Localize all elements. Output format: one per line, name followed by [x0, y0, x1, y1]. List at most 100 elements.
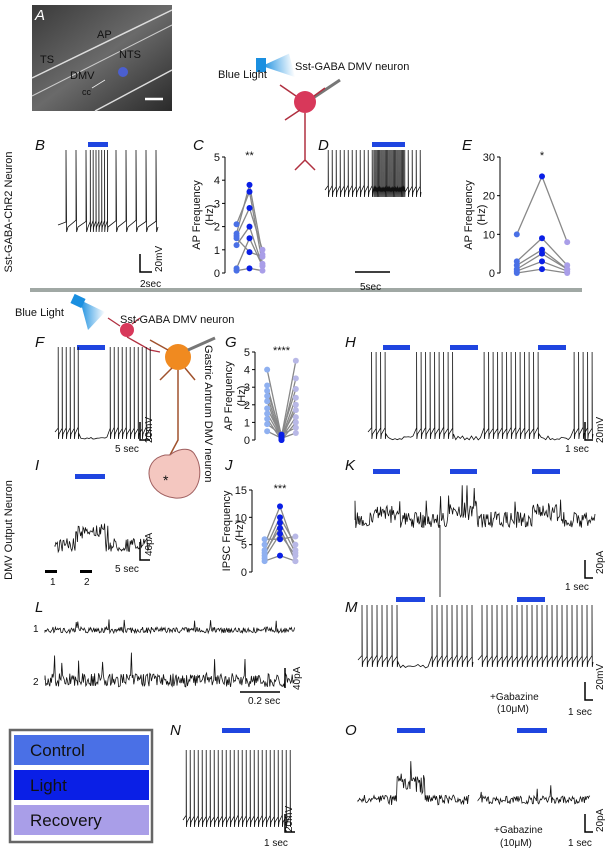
scale-label: 1 sec [568, 838, 592, 849]
trace [477, 604, 594, 668]
annotation: * [540, 150, 545, 162]
light-bar [532, 469, 560, 474]
data-point [292, 414, 299, 421]
image-label: DMV [70, 70, 95, 82]
y-tick-label: 30 [483, 152, 495, 164]
diagram-label: Blue Light [218, 69, 267, 81]
scale-bar [584, 560, 593, 579]
data-point [264, 393, 271, 399]
data-point [564, 270, 571, 276]
light-bar [396, 597, 425, 602]
data-point [564, 239, 571, 246]
panel-label: D [318, 137, 329, 154]
y-axis-label-line: (Hz) [236, 386, 248, 407]
light-bar [372, 142, 405, 147]
legend-label: Control [30, 741, 85, 760]
panel-label: M [345, 599, 358, 616]
data-point [246, 223, 253, 230]
panel-label: I [35, 457, 39, 474]
y-tick-label: 3 [214, 198, 220, 210]
y-axis-label-line: AP Frequency [191, 180, 203, 250]
trace [357, 761, 470, 806]
panel-label: J [224, 457, 233, 474]
light-bar [397, 728, 425, 733]
trace [182, 749, 292, 828]
y-tick-label: 1 [244, 417, 250, 429]
y-axis-label-line: AP Frequency [463, 180, 475, 250]
trace [324, 149, 422, 198]
scale-bar [139, 422, 150, 441]
data-point [259, 253, 266, 260]
scale-label: 1 [33, 624, 39, 635]
data-point [277, 519, 283, 526]
marker [80, 570, 92, 573]
data-point [277, 552, 283, 559]
scale-label: 1 sec [568, 707, 592, 718]
data-point [233, 267, 240, 274]
y-axis-label-line: AP Frequency [223, 361, 235, 431]
scale-label: +Gabazine [490, 692, 539, 703]
data-point [539, 266, 545, 273]
y-tick-label: 0 [241, 567, 247, 579]
y-tick-label: 5 [244, 347, 250, 359]
y-axis-label: AP Frequency(Hz) [223, 361, 248, 431]
data-point [264, 387, 271, 394]
slice-image [31, 5, 173, 112]
divider [30, 288, 582, 292]
light-bar [383, 345, 410, 350]
scale-label: (10μM) [500, 838, 532, 849]
panel-label: O [345, 722, 357, 739]
y-tick-label: 0 [489, 268, 495, 280]
scale-bar [584, 682, 593, 701]
data-point [264, 410, 271, 417]
scale-label: 0.2 sec [248, 696, 280, 707]
light-bar [88, 142, 108, 147]
y-tick-label: 2 [244, 400, 250, 412]
y-tick-label: 4 [214, 175, 220, 187]
data-point [246, 249, 253, 256]
data-point [264, 382, 271, 389]
scale-label: 20pA [595, 550, 605, 574]
data-point [233, 235, 240, 242]
data-point [277, 503, 283, 510]
data-point [513, 270, 520, 276]
data-point [264, 428, 271, 435]
data-point [233, 242, 240, 249]
neuron-diagram [256, 53, 341, 171]
scale-label: 20mV [595, 417, 605, 443]
panel-label: G [225, 334, 237, 351]
data-point [261, 558, 268, 565]
data-point [277, 514, 283, 521]
y-tick-label: 5 [214, 152, 220, 164]
y-tick-label: 0 [244, 435, 250, 447]
trace [354, 485, 596, 529]
trace [57, 149, 159, 233]
scale-bar [284, 814, 295, 833]
image-label: cc [82, 87, 92, 97]
scale-bar [584, 814, 593, 833]
data-point [261, 536, 268, 543]
y-tick-label: 20 [483, 191, 495, 203]
trace [367, 351, 594, 441]
data-point [246, 205, 253, 212]
data-point [278, 435, 285, 442]
data-point [292, 375, 299, 382]
diagram-label: Sst-GABA DMV neuron [120, 314, 234, 326]
y-tick-label: 0 [214, 268, 220, 280]
data-point [259, 263, 266, 270]
panel-label: A [34, 7, 45, 24]
data-point [246, 181, 253, 188]
y-axis-label: AP Frequency(Hz) [191, 180, 216, 250]
data-point [261, 541, 268, 548]
scale-label: 5 sec [115, 564, 139, 575]
trace [54, 523, 150, 554]
legend-swatch [14, 735, 149, 765]
data-point [539, 173, 545, 180]
y-tick-label: 2 [214, 222, 220, 234]
data-point [264, 415, 271, 422]
data-point [261, 549, 268, 556]
trace [44, 652, 295, 688]
data-point [246, 265, 253, 272]
data-point [292, 552, 299, 559]
image-label: NTS [119, 49, 141, 61]
